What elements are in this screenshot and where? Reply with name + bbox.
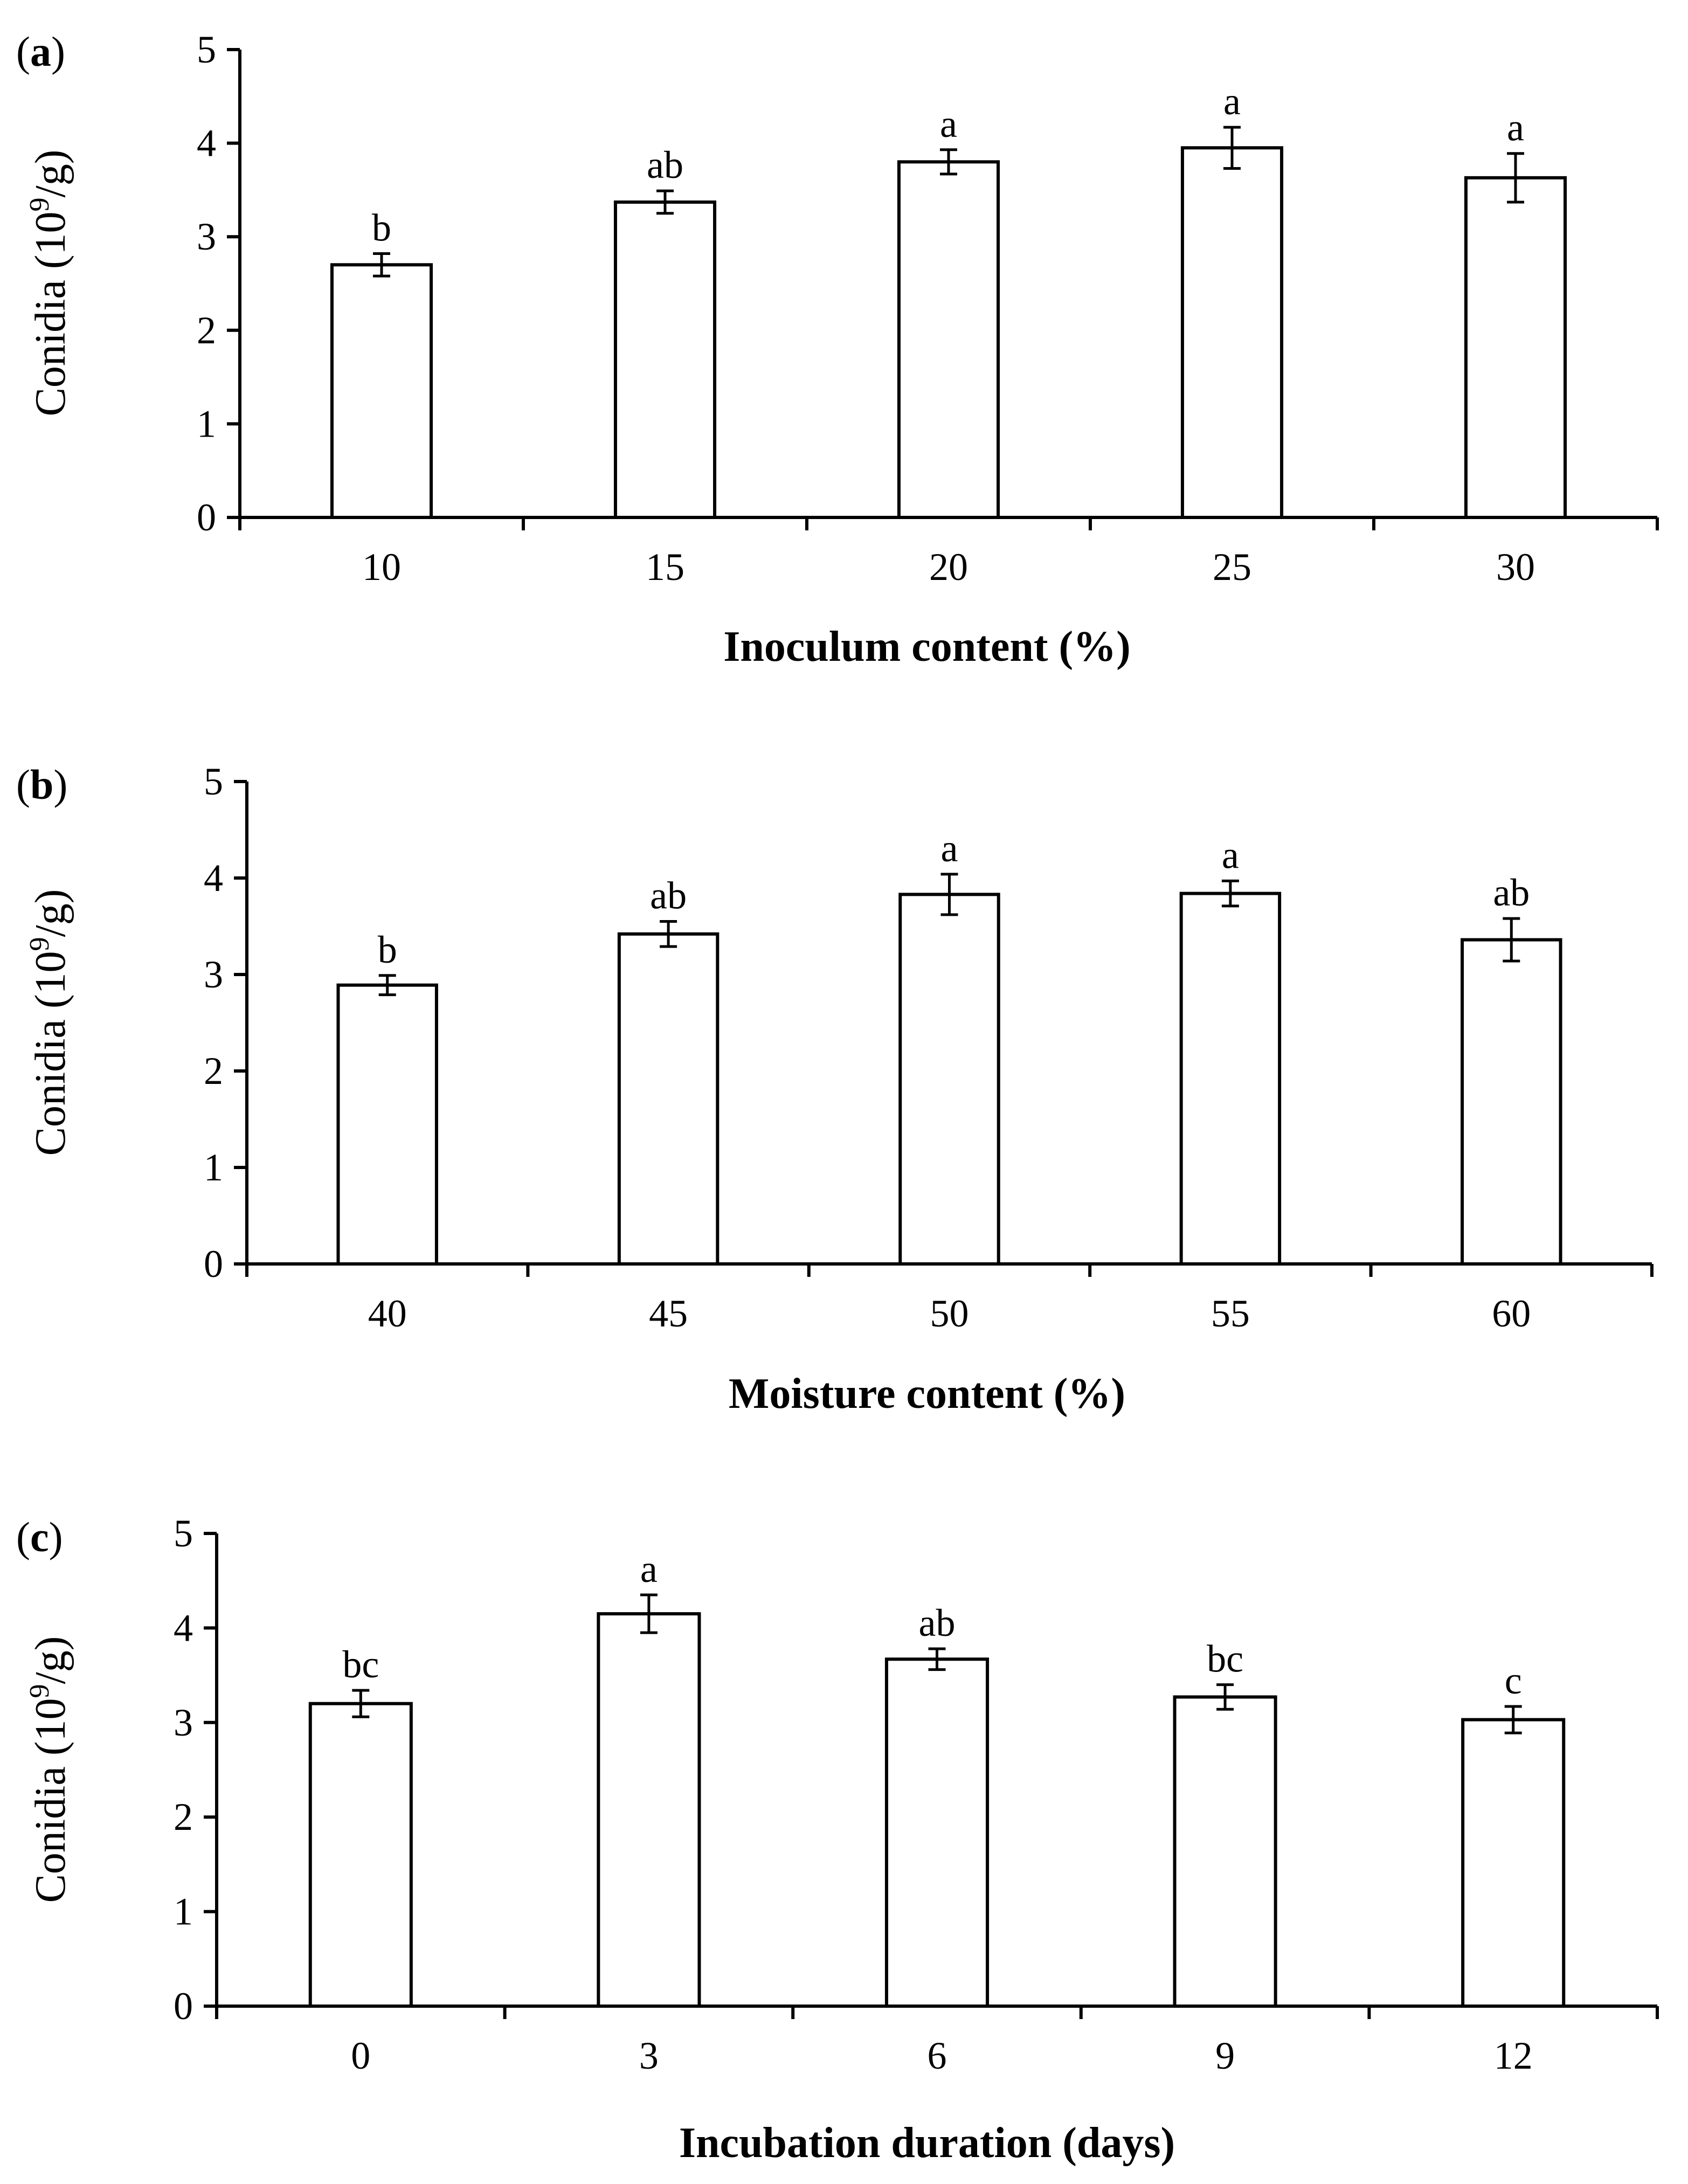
panel-b-ylabel: Conidia (109/g) xyxy=(24,889,74,1156)
panel-c-y-tick-label: 4 xyxy=(174,1606,193,1649)
panel-c-y-tick-label: 0 xyxy=(174,1985,193,2028)
panel-c-label: (c) xyxy=(16,1513,63,1560)
panel-b-y-tick-label: 5 xyxy=(204,760,223,803)
panel-c-bar xyxy=(1461,1718,1566,2008)
panel-c-y-tick-label: 2 xyxy=(174,1795,193,1839)
panel-a-y-tick-label: 0 xyxy=(197,496,216,539)
panel-c-significance-label: bc xyxy=(1207,1637,1243,1681)
panel-c-x-tick-label: 9 xyxy=(1215,2034,1235,2077)
panel-b-bar xyxy=(898,893,1000,1266)
panel-c-bar xyxy=(597,1612,701,2008)
panel-a-y-tick-label: 1 xyxy=(197,402,216,445)
panel-a-xlabel: Inoculum content (%) xyxy=(723,623,1131,671)
panel-b-y-tick-label: 2 xyxy=(204,1049,223,1093)
panel-a-bar xyxy=(1180,146,1284,519)
panel-c-x-tick-label: 12 xyxy=(1494,2034,1533,2077)
panel-c-y-tick-label: 1 xyxy=(174,1890,193,1933)
panel-b-y-tick-label: 3 xyxy=(204,953,223,996)
panel-b-x-tick-label: 40 xyxy=(368,1292,407,1335)
panel-a-label: (a) xyxy=(16,28,65,75)
panel-b-y-tick-label: 0 xyxy=(204,1242,223,1285)
panel-a-x-tick-label: 30 xyxy=(1496,545,1535,589)
panel-c-x-tick-label: 6 xyxy=(928,2034,947,2077)
panel-a-significance-label: a xyxy=(1507,106,1524,149)
panel-a-significance-label: a xyxy=(940,102,957,146)
panel-a-bar xyxy=(613,200,717,519)
panel-a-significance-label: ab xyxy=(647,143,683,186)
panel-b-significance-label: ab xyxy=(1493,871,1530,914)
panel-b-x-tick-label: 50 xyxy=(930,1292,969,1335)
panel-b-significance-label: a xyxy=(1222,833,1239,876)
panel-b-x-tick-label: 60 xyxy=(1492,1292,1531,1335)
panel-b-xlabel: Moisture content (%) xyxy=(729,1370,1125,1418)
panel-c-ylabel: Conidia (109/g) xyxy=(24,1636,74,1903)
panel-c-significance-label: bc xyxy=(342,1643,379,1686)
panel-c-y-tick-label: 5 xyxy=(174,1512,193,1555)
panel-a-x-tick-label: 10 xyxy=(362,545,401,589)
panel-c-x-tick-label: 0 xyxy=(351,2034,370,2077)
panel-b-bar xyxy=(336,983,438,1266)
panel-c-xlabel: Incubation duration (days) xyxy=(679,2119,1175,2167)
panel-a-x-tick-label: 15 xyxy=(646,545,684,589)
panel-a-ylabel: Conidia (109/g) xyxy=(24,150,74,417)
panel-a-x-tick-label: 25 xyxy=(1213,545,1251,589)
panel-a-significance-label: b xyxy=(372,206,391,249)
panel-c-x-tick-label: 3 xyxy=(639,2034,659,2077)
panel-b-bar xyxy=(1461,938,1562,1266)
panel-a-bar xyxy=(330,263,433,519)
panel-a-y-tick-label: 3 xyxy=(197,215,216,258)
panel-b-bar xyxy=(617,932,720,1266)
panel-c-bar xyxy=(308,1702,413,2008)
panel-a-bar xyxy=(897,160,1000,519)
panel-b-y-tick-label: 4 xyxy=(204,856,223,900)
panel-b-significance-label: ab xyxy=(650,874,687,917)
panel-c-y-tick-label: 3 xyxy=(174,1701,193,1744)
panel-b-significance-label: b xyxy=(378,928,397,971)
panel-b-bar xyxy=(1179,891,1282,1266)
panel-c: (c) Incubation duration (days) 012345bc0… xyxy=(16,1512,1659,2167)
panel-a-significance-label: a xyxy=(1223,80,1241,123)
panel-b-x-tick-label: 45 xyxy=(649,1292,688,1335)
panel-c-bar xyxy=(1173,1695,1277,2008)
panel-b-y-tick-label: 1 xyxy=(204,1146,223,1189)
panel-a-y-tick-label: 5 xyxy=(197,28,216,71)
panel-c-significance-label: ab xyxy=(919,1601,956,1644)
panel-c-significance-label: a xyxy=(640,1547,658,1591)
panel-c-bar xyxy=(884,1657,990,2008)
panel-b-significance-label: a xyxy=(941,827,958,870)
panel-a: (a) Inoculum content (%) 0 1 2 3 4 5 b 10 ab 15 a 2… xyxy=(16,28,1659,671)
panel-a-x-tick-label: 20 xyxy=(929,545,968,589)
panel-b-label: (b) xyxy=(16,761,67,808)
panel-a-y-tick-label: 2 xyxy=(197,309,216,352)
panel-a-bar xyxy=(1464,176,1567,520)
panel-b-x-tick-label: 55 xyxy=(1211,1292,1250,1335)
panel-a-y-tick-label: 4 xyxy=(197,122,216,165)
panel-b: (b) Moisture content (%) 012345b40ab45a5… xyxy=(16,760,1654,1418)
panel-c-significance-label: c xyxy=(1505,1659,1522,1702)
